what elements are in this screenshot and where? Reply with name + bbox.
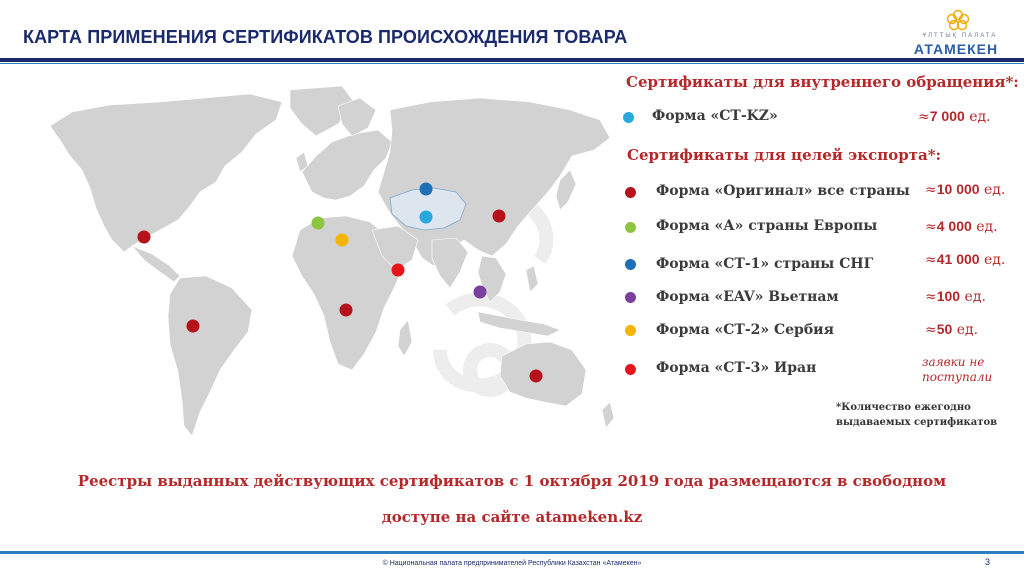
legend-dot-icon	[625, 292, 636, 303]
land-central-america	[131, 245, 181, 283]
legend-dot-icon	[625, 325, 636, 336]
legend-dot-icon	[625, 187, 636, 198]
registry-text-line2: доступе на сайте atameken.kz	[381, 508, 643, 526]
page-title: КАРТА ПРИМЕНЕНИЯ СЕРТИФИКАТОВ ПРОИСХОЖДЕ…	[23, 27, 628, 47]
marker-africa	[339, 303, 353, 317]
domestic-heading: Сертификаты для внутреннего обращения*:	[626, 73, 1019, 91]
header-rule	[0, 58, 1024, 62]
legend-label: Форма «СТ-3» Иран	[656, 360, 817, 376]
land-indonesia	[477, 311, 561, 337]
land-africa	[291, 215, 405, 371]
land-scandinavia	[337, 97, 377, 137]
marker-kazakhstan	[419, 210, 433, 224]
legend-value: ≈4 000 ед.	[925, 218, 998, 235]
legend-value: ≈100 ед.	[925, 288, 986, 305]
legend-dot-icon	[625, 364, 636, 375]
land-australia	[499, 341, 587, 407]
world-map	[49, 85, 615, 437]
atameken-logo: ҰЛТТЫҚ ПАЛАТА АТАМЕКЕН	[900, 6, 1020, 60]
page-number: 3	[985, 557, 991, 567]
footer-copyright: © Национальная палата предпринимателей Р…	[382, 560, 642, 567]
legend-label: Форма «СТ-KZ»	[652, 108, 778, 124]
land-madagascar	[397, 319, 413, 357]
logo-subtitle: ҰЛТТЫҚ ПАЛАТА	[922, 33, 998, 39]
land-europe	[301, 129, 393, 201]
land-india	[431, 237, 469, 289]
land-north-america	[49, 93, 283, 253]
marker-serbia	[335, 233, 349, 247]
land-new-zealand	[601, 401, 615, 429]
marker-brazil	[186, 319, 200, 333]
land-arabia	[371, 225, 419, 271]
flower-logo-icon	[946, 9, 970, 31]
land-japan	[555, 169, 577, 211]
footnote: *Количество ежегодно выдаваемых сертифика…	[836, 402, 998, 428]
marker-iran	[391, 263, 405, 277]
legend-label: Форма «СТ-1» страны СНГ	[656, 256, 874, 272]
legend-dot-icon	[625, 222, 636, 233]
registry-text-line1: Реестры выданных действующих сертификато…	[77, 472, 947, 490]
marker-australia	[529, 369, 543, 383]
marker-vietnam	[473, 285, 487, 299]
map-markers	[137, 182, 543, 383]
legend-value: ≈50 ед.	[925, 321, 979, 338]
marker-russia	[419, 182, 433, 196]
land-greenland	[289, 85, 355, 137]
header-rule-accent	[0, 63, 1024, 64]
marker-europe	[311, 216, 325, 230]
legend-label: Форма «СТ-2» Сербия	[656, 322, 834, 338]
footer-rule	[0, 551, 1024, 554]
legend-label: Форма «А» страны Европы	[656, 218, 878, 234]
land-south-america	[167, 275, 253, 437]
legend-dot-icon	[623, 112, 634, 123]
export-heading: Сертификаты для целей экспорта*:	[627, 146, 942, 164]
legend-value: ≈10 000 ед.	[925, 181, 1006, 198]
legend-value: ≈41 000 ед.	[925, 251, 1006, 268]
logo-name: АТАМЕКЕН	[913, 41, 999, 57]
legend-label: Форма «EAV» Вьетнам	[656, 289, 839, 305]
legend-value: ≈7 000 ед.	[918, 108, 991, 125]
land-philippines	[525, 265, 539, 293]
marker-china	[492, 209, 506, 223]
legend-label: Форма «Оригинал» все страны	[656, 183, 910, 199]
legend-note: заявки не поступали	[922, 355, 993, 384]
marker-usa	[137, 230, 151, 244]
land-uk	[295, 151, 309, 173]
legend-dot-icon	[625, 259, 636, 270]
